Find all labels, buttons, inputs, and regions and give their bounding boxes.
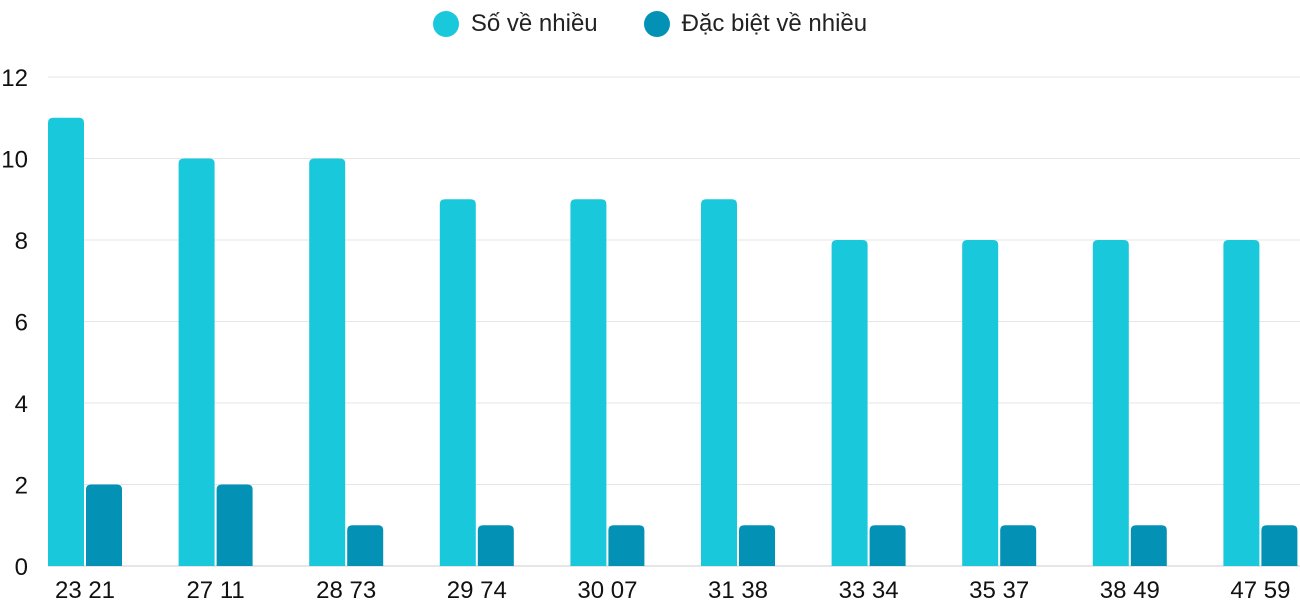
bar-series-2 <box>1130 525 1167 566</box>
bar-series-2 <box>86 484 122 566</box>
legend-label-series-1: Số về nhiều <box>470 10 598 37</box>
y-tick-label: 12 <box>1 65 28 92</box>
bar-series-1 <box>1223 240 1260 566</box>
bar-series-2 <box>477 525 514 566</box>
bar-series-2 <box>608 525 645 566</box>
legend-swatch-series-2 <box>643 11 670 37</box>
bar-series-1 <box>178 158 215 566</box>
x-tick-label: 31 38 <box>708 577 768 600</box>
x-tick-label: 47 59 <box>1230 577 1290 600</box>
y-tick-label: 8 <box>15 228 28 255</box>
x-tick-label: 23 21 <box>55 577 115 600</box>
legend: Số về nhiều Đặc biệt về nhiều <box>0 10 1300 38</box>
bar-series-1 <box>48 117 84 566</box>
bar-series-2 <box>347 525 384 566</box>
legend-label-series-2: Đặc biệt về nhiều <box>681 10 868 37</box>
bar-series-1 <box>962 240 999 566</box>
bar-series-1 <box>439 199 476 566</box>
legend-swatch-series-1 <box>432 11 459 37</box>
bar-series-1 <box>309 158 346 566</box>
y-tick-label: 0 <box>15 554 28 581</box>
bar-series-1 <box>1092 240 1129 566</box>
x-tick-label: 30 07 <box>577 577 637 600</box>
x-tick-label: 35 37 <box>969 577 1029 600</box>
x-tick-label: 33 34 <box>839 577 899 600</box>
bar-series-2 <box>1000 525 1037 566</box>
x-tick-label: 28 73 <box>316 577 376 600</box>
y-tick-label: 2 <box>15 473 28 500</box>
y-tick-label: 6 <box>15 310 28 337</box>
legend-item-series-2[interactable]: Đặc biệt về nhiều <box>643 10 868 38</box>
bar-series-1 <box>570 199 607 566</box>
bar-series-2 <box>1261 525 1298 566</box>
bar-series-1 <box>701 199 737 566</box>
bar-series-2 <box>216 484 253 566</box>
y-tick-label: 4 <box>15 391 28 418</box>
bar-series-2 <box>739 525 775 566</box>
bar-series-1 <box>831 240 868 566</box>
x-tick-label: 29 74 <box>447 577 507 600</box>
legend-item-series-1[interactable]: Số về nhiều <box>432 10 598 38</box>
y-tick-label: 10 <box>1 147 28 174</box>
x-tick-label: 38 49 <box>1100 577 1160 600</box>
bar-series-2 <box>869 525 906 566</box>
x-tick-label: 27 11 <box>186 577 244 600</box>
